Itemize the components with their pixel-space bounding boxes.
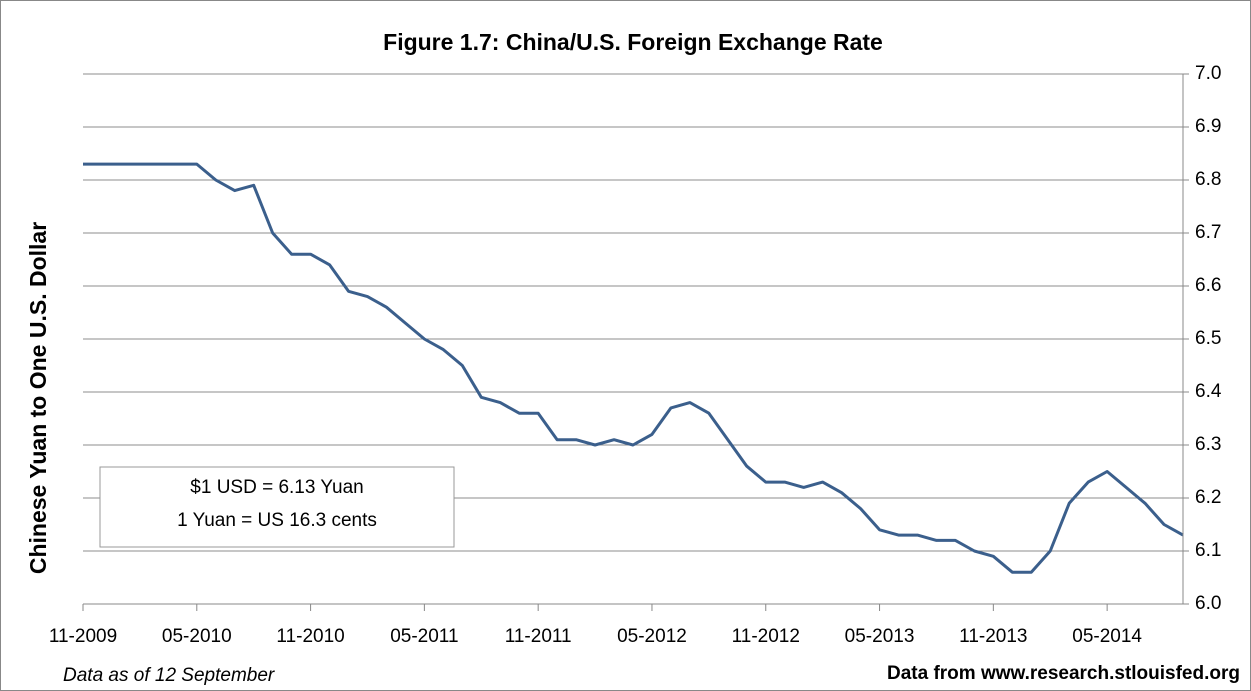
data-line [83,162,1184,574]
y-tick-label: 6.0 [1195,593,1221,614]
y-tick-label: 6.7 [1195,222,1221,243]
footnote: Data from www.research.stlouisfed.org [887,663,1240,684]
annotation: 1 Yuan = US 16.3 cents [177,510,377,531]
y-tick-label: 6.8 [1195,169,1221,190]
x-tick-label: 11-2013 [959,626,1027,647]
y-tick-label: 6.1 [1195,540,1221,561]
annotation-box [99,466,455,548]
chart-title: Figure 1.7: China/U.S. Foreign Exchange … [383,29,883,55]
y-tick-label: 6.2 [1195,487,1221,508]
annotation: $1 USD = 6.13 Yuan [190,477,363,498]
y-tick-label: 6.6 [1195,275,1221,296]
y-tick-label: 6.3 [1195,434,1221,455]
x-tick-label: 11-2011 [505,626,572,647]
y-axis-label: Chinese Yuan to One U.S. Dollar [25,222,51,574]
y-tick-label: 7.0 [1195,63,1221,84]
x-tick-label: 11-2010 [276,626,344,647]
y-tick-label: 6.4 [1195,381,1222,402]
x-tick-label: 05-2013 [845,626,915,647]
x-tick-label: 05-2011 [390,626,458,647]
footnote: Data as of 12 September [63,665,275,686]
x-tick-label: 05-2012 [617,626,687,647]
x-tick-label: 05-2010 [162,626,232,647]
y-tick-label: 6.9 [1195,116,1221,137]
x-tick-label: 11-2012 [732,626,800,647]
y-tick-label: 6.5 [1195,328,1221,349]
x-tick-label: 11-2009 [49,626,117,647]
x-tick-label: 05-2014 [1072,626,1142,647]
